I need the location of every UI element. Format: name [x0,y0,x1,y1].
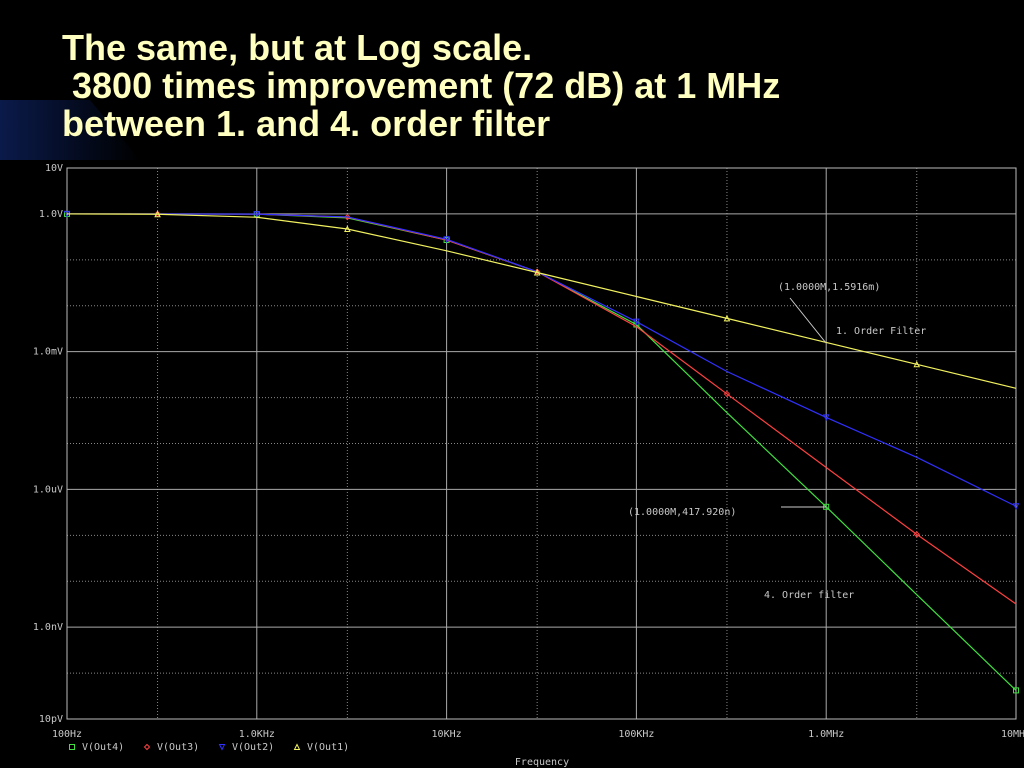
marker [723,314,731,322]
plot-frame [66,167,1017,720]
y-tick-label: 1.0mV [33,347,63,358]
legend-label: V(Out1) [307,742,349,753]
marker [533,268,541,276]
x-tick-label: 1.0KHz [239,729,275,740]
annotation: (1.0000M,1.5916m) [778,282,880,293]
series-line [66,213,1017,389]
title-line: between 1. and 4. order filter [62,103,550,144]
marker [143,743,151,751]
marker [913,360,921,368]
marker [69,744,75,750]
x-axis-label: Frequency [515,757,569,768]
title-line: The same, but at Log scale. [62,27,532,68]
marker [913,531,920,538]
marker [633,318,640,326]
marker [344,225,351,233]
marker [253,211,261,218]
series-line [67,213,1017,507]
annotation: (1.0000M,417.920n) [628,507,736,518]
marker [218,744,226,751]
annotation: 4. Order filter [764,590,854,601]
y-tick-label: 1.0V [39,209,63,220]
marker [443,236,450,243]
marker [1013,687,1019,694]
y-tick-label: 1.0nV [33,622,63,633]
annotation: 1. Order Filter [836,326,926,337]
marker [822,414,830,422]
x-tick-label: 100KHz [618,729,654,740]
marker [723,390,731,398]
legend-label: V(Out3) [157,742,199,753]
y-tick-label: 10pV [39,714,63,725]
x-tick-label: 10KHz [432,729,462,740]
title-line: 3800 times improvement (72 dB) at 1 MHz [62,65,780,106]
series-line [67,213,1017,605]
marker [1012,503,1020,510]
x-tick-label: 100Hz [52,729,82,740]
legend-label: V(Out2) [232,742,274,753]
x-tick-label: 10MHz [1001,729,1024,740]
x-tick-label: 1.0MHz [808,729,844,740]
leader-line [789,297,827,344]
y-tick-label: 1.0uV [33,484,63,495]
y-tick-label: 10V [45,163,63,174]
legend-label: V(Out4) [82,742,124,753]
marker [154,210,161,218]
marker [293,743,301,750]
decoration [0,100,140,160]
